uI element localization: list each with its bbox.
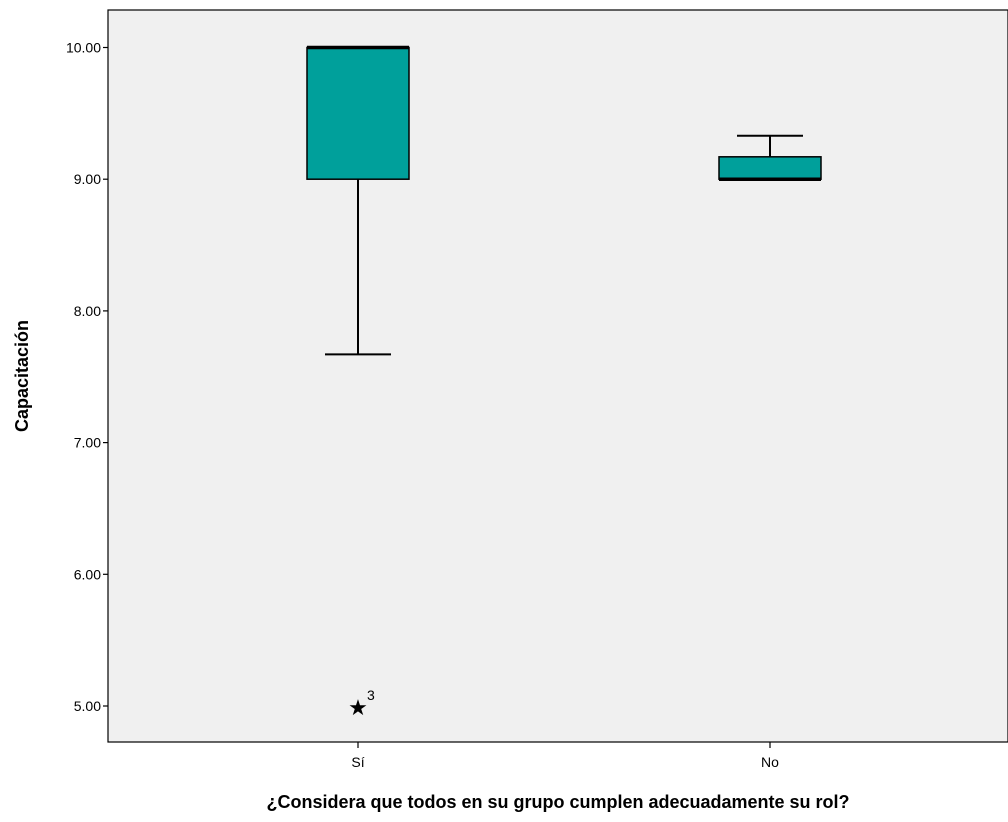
y-tick-label: 6.00 [74, 566, 101, 582]
y-tick-label: 7.00 [74, 435, 101, 451]
x-axis-ticks: Sí No [351, 742, 779, 770]
y-tick-label: 5.00 [74, 698, 101, 714]
box-series: ★3 [306, 45, 822, 721]
y-tick-label: 8.00 [74, 303, 101, 319]
y-axis-ticks: 5.00 6.00 7.00 8.00 9.00 10.00 [66, 40, 108, 714]
outlier-label: 3 [367, 687, 375, 703]
x-axis-title: ¿Considera que todos en su grupo cumplen… [266, 792, 849, 812]
box [718, 156, 822, 180]
plot-area [107, 9, 1008, 743]
box [306, 46, 410, 180]
x-tick-label: No [761, 754, 779, 770]
x-tick-label: Sí [351, 754, 364, 770]
y-axis-title: Capacitación [12, 320, 32, 432]
box-group [718, 134, 822, 181]
y-tick-label: 10.00 [66, 40, 101, 56]
y-tick-label: 9.00 [74, 171, 101, 187]
box-group: ★3 [306, 45, 410, 721]
outlier-marker: ★ [348, 696, 368, 721]
